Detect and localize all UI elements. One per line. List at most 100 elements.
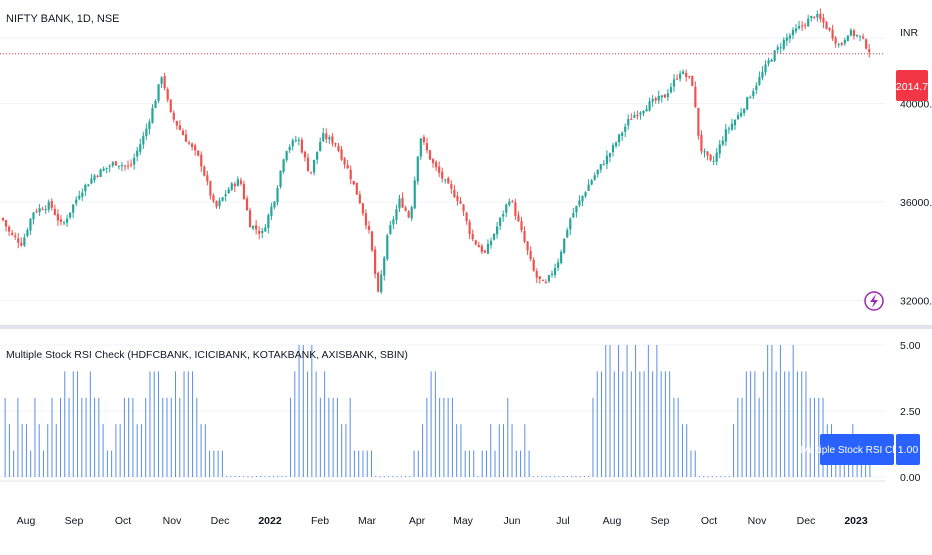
candle-body	[709, 154, 712, 161]
rsi-bar	[268, 476, 270, 477]
rsi-bar	[375, 476, 377, 477]
candle-body	[642, 110, 645, 114]
rsi-bar	[635, 345, 637, 477]
candle-body	[227, 189, 230, 194]
candle-body	[194, 145, 197, 151]
candle-body	[602, 164, 605, 166]
candle-body	[761, 71, 764, 78]
rsi-bar	[601, 371, 603, 477]
candle-body	[187, 142, 191, 144]
rsi-bar	[647, 345, 649, 477]
candle-body	[621, 132, 624, 136]
rsi-bar	[255, 476, 257, 477]
candle-body	[862, 36, 865, 39]
time-tick-label: Oct	[701, 515, 717, 527]
candle-body	[218, 200, 221, 206]
candle-body	[136, 150, 139, 157]
candle-body	[797, 25, 801, 29]
rsi-bar	[366, 450, 368, 477]
rsi-bar	[140, 424, 142, 477]
candle-body	[252, 225, 255, 229]
candle-body	[209, 181, 212, 196]
candle-body	[453, 189, 456, 198]
candle-body	[65, 218, 69, 223]
candle-body	[367, 225, 371, 231]
candle-body	[261, 230, 264, 233]
candle-body	[178, 125, 181, 130]
time-tick-label: 2022	[258, 515, 282, 527]
candle-body	[474, 240, 477, 245]
rsi-bar	[221, 450, 223, 477]
candle-body	[370, 231, 374, 251]
rsi-bar	[566, 476, 568, 477]
candle-body	[282, 159, 285, 172]
candle-body	[325, 133, 328, 140]
rsi-bar	[396, 476, 398, 477]
candle-body	[532, 259, 535, 271]
candle-body	[264, 227, 267, 232]
candle-body	[456, 196, 459, 201]
candle-body	[675, 78, 679, 80]
candle-body	[563, 238, 566, 253]
rsi-bar	[549, 476, 551, 477]
candle-body	[294, 140, 297, 142]
time-axis[interactable]: Aug Sep Oct Nov Dec 2022 Feb Mar Apr May Jun Jul Aug…	[17, 515, 868, 527]
time-tick-label: Mar	[358, 515, 377, 527]
rsi-bar	[652, 371, 654, 477]
candle-body	[419, 138, 422, 157]
rsi-bar	[51, 397, 53, 477]
candle-body	[361, 203, 364, 214]
rsi-bar	[98, 397, 100, 477]
rsi-bar	[707, 476, 709, 477]
candle-body	[346, 164, 349, 169]
time-tick-label: Sep	[651, 515, 670, 527]
rsi-bar	[119, 424, 121, 477]
candle-body	[712, 160, 715, 162]
pane-separator[interactable]	[0, 325, 932, 329]
candle-body	[730, 123, 734, 130]
candle-body	[166, 89, 169, 100]
rsi-bar	[583, 476, 585, 477]
rsi-bar	[290, 397, 292, 477]
candle-body	[245, 198, 249, 211]
candle-body	[203, 166, 206, 176]
candle-body	[328, 137, 331, 140]
rsi-bar	[294, 371, 296, 477]
rsi-bar	[664, 371, 666, 477]
rsi-bar	[379, 476, 381, 477]
candle-body	[377, 272, 380, 292]
candle-body	[755, 85, 758, 90]
candle-body	[334, 143, 337, 145]
rsi-bar	[758, 397, 760, 477]
rsi-bar	[716, 476, 718, 477]
candle-body	[59, 219, 63, 222]
candle-body	[148, 121, 151, 130]
candle-body	[560, 251, 563, 264]
candle-body	[4, 220, 8, 227]
candle-body	[270, 206, 273, 217]
rsi-bar	[809, 397, 811, 477]
time-tick-label: Nov	[163, 515, 182, 527]
rsi-bar	[409, 476, 411, 477]
rsi-bar	[89, 371, 91, 477]
candle-body	[87, 184, 90, 187]
price-tick-label: 32000.00	[900, 295, 932, 307]
candle-body	[502, 214, 505, 217]
candle-body	[374, 249, 377, 275]
lightning-icon[interactable]	[864, 291, 884, 311]
candle-body	[236, 179, 239, 187]
indicator-axis[interactable]: 5.00 2.50 0.00	[900, 340, 921, 484]
rsi-bar	[128, 397, 130, 477]
candle-body	[688, 76, 691, 78]
candle-body	[843, 40, 846, 44]
candle-body	[398, 198, 401, 209]
candle-body	[105, 167, 108, 169]
time-tick-label: Jun	[504, 515, 521, 527]
candle-body	[550, 273, 554, 275]
rsi-bar	[260, 476, 262, 477]
candle-body	[248, 210, 252, 228]
candle-body	[233, 183, 236, 187]
candle-body	[172, 112, 175, 120]
price-axis[interactable]: 40000.00 36000.00 32000.00	[900, 98, 932, 307]
